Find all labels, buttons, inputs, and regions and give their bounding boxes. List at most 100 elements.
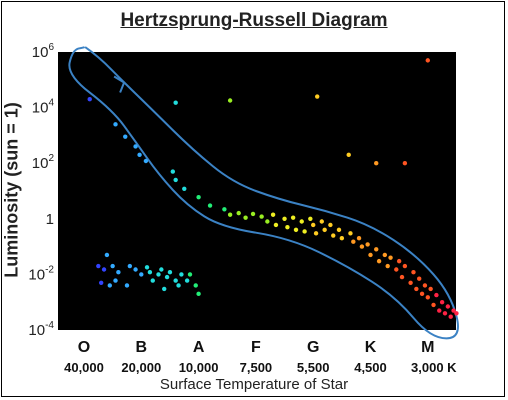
star-point (133, 144, 138, 149)
star-point (173, 278, 178, 283)
star-point (434, 292, 439, 298)
star-point (431, 302, 436, 308)
star-point (265, 219, 270, 224)
star-point (236, 210, 241, 216)
star-point (104, 252, 110, 258)
star-point (170, 169, 176, 174)
star-point (402, 161, 408, 166)
star-point (182, 186, 187, 191)
star-point (273, 222, 279, 228)
star-point (127, 263, 133, 269)
temperature-tick-label: 20,000 (121, 360, 161, 375)
star-point (285, 224, 290, 230)
star-point (101, 267, 107, 272)
temperature-tick-label: 7,500 (240, 360, 273, 375)
star-point (137, 152, 142, 158)
star-point (147, 269, 153, 275)
star-point (196, 194, 201, 200)
star-point (159, 267, 164, 272)
star-point (448, 314, 453, 319)
temperature-tick-label: 40,000 (64, 360, 104, 375)
star-point (270, 212, 276, 217)
y-tick-label: 106 (32, 42, 55, 61)
star-point (417, 276, 422, 281)
star-point (356, 236, 362, 241)
y-tick-label: 10-2 (28, 264, 54, 283)
star-point (402, 263, 408, 269)
star-point (319, 219, 324, 224)
star-point (348, 231, 353, 236)
star-point (173, 100, 178, 105)
star-point (382, 252, 388, 258)
star-point (113, 122, 118, 127)
star-point (299, 219, 304, 224)
star-point (439, 300, 445, 305)
star-point (96, 263, 101, 269)
spectral-class-label: B (136, 339, 148, 356)
star-point (167, 269, 173, 275)
star-point (164, 274, 170, 280)
star-point (250, 211, 256, 217)
star-point (150, 278, 155, 283)
star-point (339, 236, 345, 241)
spectral-class-label: M (421, 339, 434, 356)
star-point (116, 269, 121, 275)
star-point (124, 283, 130, 288)
star-point (385, 263, 390, 269)
star-point (311, 222, 316, 228)
star-point (331, 233, 336, 238)
star-point (328, 222, 333, 228)
y-tick-label: 102 (32, 153, 55, 172)
star-point (388, 255, 393, 260)
star-point (87, 97, 92, 102)
star-point (222, 207, 227, 212)
star-point (139, 272, 144, 277)
star-point (419, 291, 425, 297)
star-point (315, 94, 320, 99)
star-point (425, 58, 430, 63)
star-point (144, 265, 150, 270)
star-point (179, 272, 184, 277)
star-point (365, 242, 370, 247)
star-point (243, 215, 248, 220)
star-point (282, 216, 287, 221)
star-point (374, 247, 379, 252)
star-point (442, 311, 448, 316)
star-point (408, 280, 413, 285)
y-tick-label: 104 (32, 98, 55, 117)
star-point (396, 258, 402, 264)
x-axis-label: Surface Temperature of Star (159, 376, 349, 393)
star-point (437, 308, 442, 313)
star-point (359, 244, 365, 249)
star-point (346, 152, 351, 158)
star-point (454, 311, 459, 316)
star-point (428, 286, 433, 292)
star-point (184, 278, 190, 283)
spectral-class-label: F (251, 339, 261, 356)
star-point (322, 227, 327, 233)
temperature-tick-label: 5,500 (297, 360, 330, 375)
temperature-tick-label: 10,000 (179, 360, 219, 375)
temperature-tick-label: 4,500 (354, 360, 387, 375)
spectral-class-label: O (78, 339, 90, 356)
star-point (422, 283, 428, 288)
star-point (445, 304, 451, 309)
star-point (143, 158, 149, 164)
star-point (336, 227, 342, 233)
star-point (123, 134, 128, 139)
star-point (227, 98, 233, 103)
star-point (374, 161, 379, 166)
star-point (308, 216, 313, 221)
star-point (173, 177, 178, 183)
star-point (110, 263, 115, 269)
chart-title: Hertzsprung-Russell Diagram (120, 10, 388, 31)
star-point (368, 252, 373, 258)
star-point (376, 258, 382, 264)
star-point (293, 227, 299, 233)
star-point (196, 291, 201, 297)
star-point (187, 272, 193, 277)
star-point (162, 286, 167, 292)
temperature-tick-label: 3,000 K (411, 360, 457, 375)
